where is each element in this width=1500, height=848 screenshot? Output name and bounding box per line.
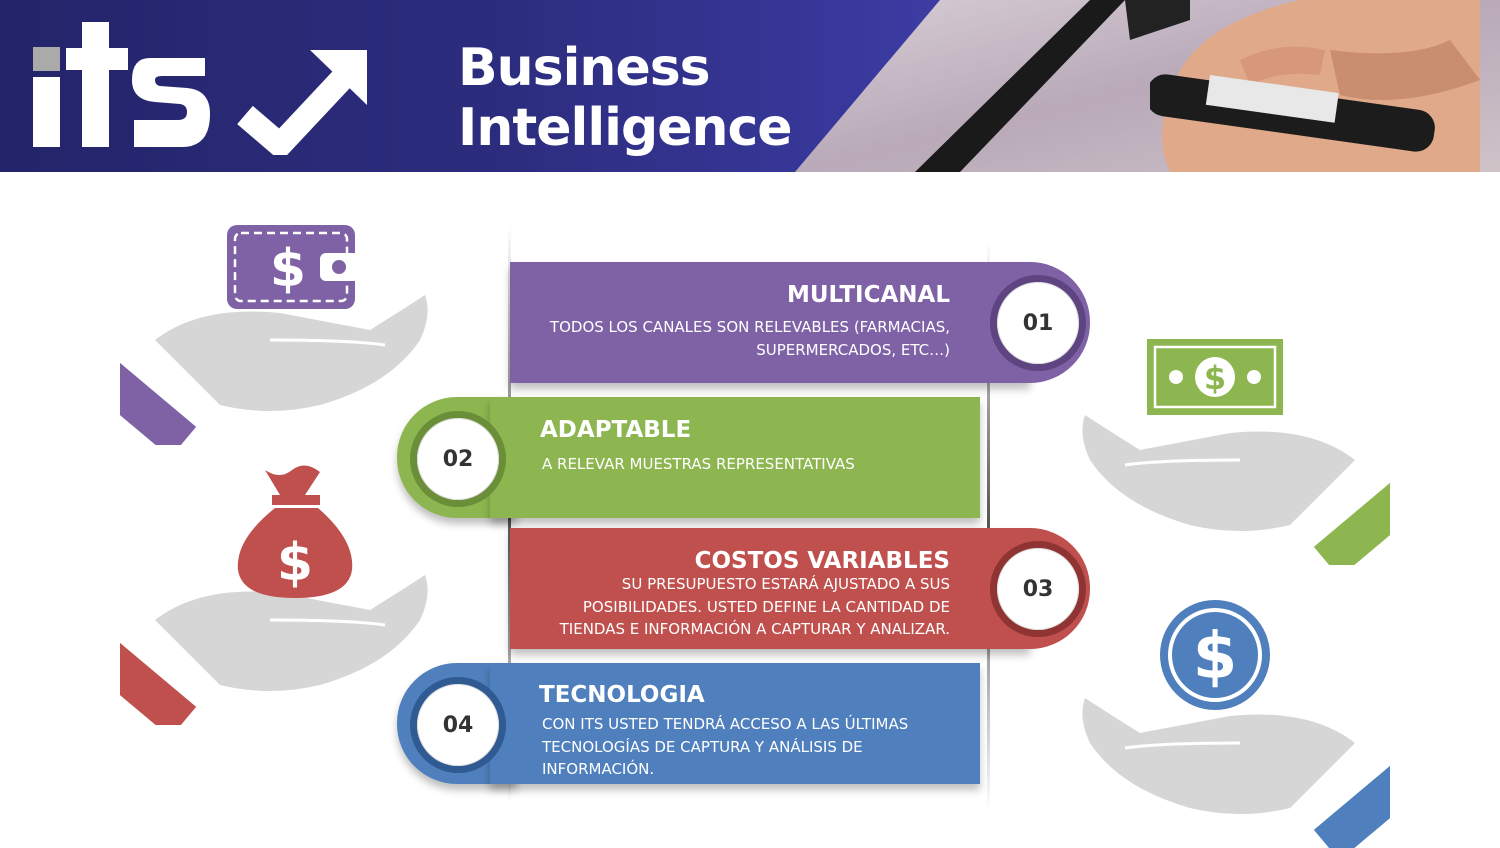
item-line: INFORMACIÓN. bbox=[542, 760, 655, 778]
svg-text:$: $ bbox=[1193, 620, 1238, 694]
hand-icon bbox=[120, 575, 428, 725]
item-heading: TECNOLOGIA bbox=[539, 682, 705, 708]
item-line: POSIBILIDADES. USTED DEFINE LA CANTIDAD … bbox=[582, 597, 950, 616]
header-banner: its Business Intelligence bbox=[0, 0, 1500, 172]
item-description: CON ITS USTED TENDRÁ ACCESO A LAS ÚLTIMA… bbox=[542, 713, 962, 781]
item-description: A RELEVAR MUESTRAS REPRESENTATIVAS bbox=[542, 453, 962, 476]
number-badge: 02 bbox=[417, 418, 499, 500]
svg-text:$: $ bbox=[1204, 359, 1226, 397]
item-line: CON ITS USTED TENDRÁ ACCESO A LAS ÚLTIMA… bbox=[542, 715, 909, 733]
hand-icon bbox=[120, 295, 428, 445]
item-line: A RELEVAR MUESTRAS REPRESENTATIVAS bbox=[542, 455, 855, 473]
wallet-icon: $ bbox=[227, 225, 360, 309]
money-bag-icon: $ bbox=[237, 465, 353, 598]
item-heading: MULTICANAL bbox=[786, 282, 950, 308]
item-adaptable: ADAPTABLE A RELEVAR MUESTRAS REPRESENTAT… bbox=[490, 397, 980, 518]
item-costos-variables: COSTOS VARIABLES SU PRESUPUESTO ESTARÁ A… bbox=[510, 528, 1030, 649]
its-logo bbox=[33, 22, 210, 147]
item-tecnologia: TECNOLOGIA CON ITS USTED TENDRÁ ACCESO A… bbox=[490, 663, 980, 784]
item-line: TODOS LOS CANALES SON RELEVABLES (FARMAC… bbox=[549, 318, 950, 336]
item-line: SU PRESUPUESTO ESTARÁ AJUSTADO A SUS bbox=[621, 575, 950, 593]
banknote-icon: $ bbox=[1147, 339, 1283, 415]
item-line: TECNOLOGÍAS DE CAPTURA Y ANÁLISIS DE bbox=[542, 737, 863, 756]
svg-text:$: $ bbox=[270, 239, 306, 299]
title-line-1: Business bbox=[458, 38, 711, 98]
page-title: Business Intelligence bbox=[458, 38, 793, 158]
number-badge: 01 bbox=[997, 282, 1079, 364]
item-multicanal: MULTICANAL TODOS LOS CANALES SON RELEVAB… bbox=[510, 262, 1030, 383]
item-line: SUPERMERCADOS, ETC…) bbox=[756, 340, 950, 359]
dollar-coin-icon: $ bbox=[1160, 600, 1270, 710]
number-badge: 04 bbox=[417, 684, 499, 766]
item-description: TODOS LOS CANALES SON RELEVABLES (FARMAC… bbox=[490, 316, 950, 361]
check-arrow-icon bbox=[237, 50, 367, 155]
title-line-2: Intelligence bbox=[458, 98, 793, 158]
svg-text:$: $ bbox=[277, 533, 313, 593]
item-heading: ADAPTABLE bbox=[540, 417, 692, 443]
hand-icon bbox=[1082, 698, 1390, 848]
item-description: SU PRESUPUESTO ESTARÁ AJUSTADO A SUS POS… bbox=[490, 573, 950, 641]
number-badge: 03 bbox=[997, 548, 1079, 630]
item-line: TIENDAS E INFORMACIÓN A CAPTURAR Y ANALI… bbox=[559, 620, 950, 638]
hand-icon bbox=[1082, 415, 1390, 565]
item-heading: COSTOS VARIABLES bbox=[694, 548, 950, 574]
marker-icon bbox=[1150, 0, 1480, 172]
divider-right bbox=[987, 240, 990, 810]
